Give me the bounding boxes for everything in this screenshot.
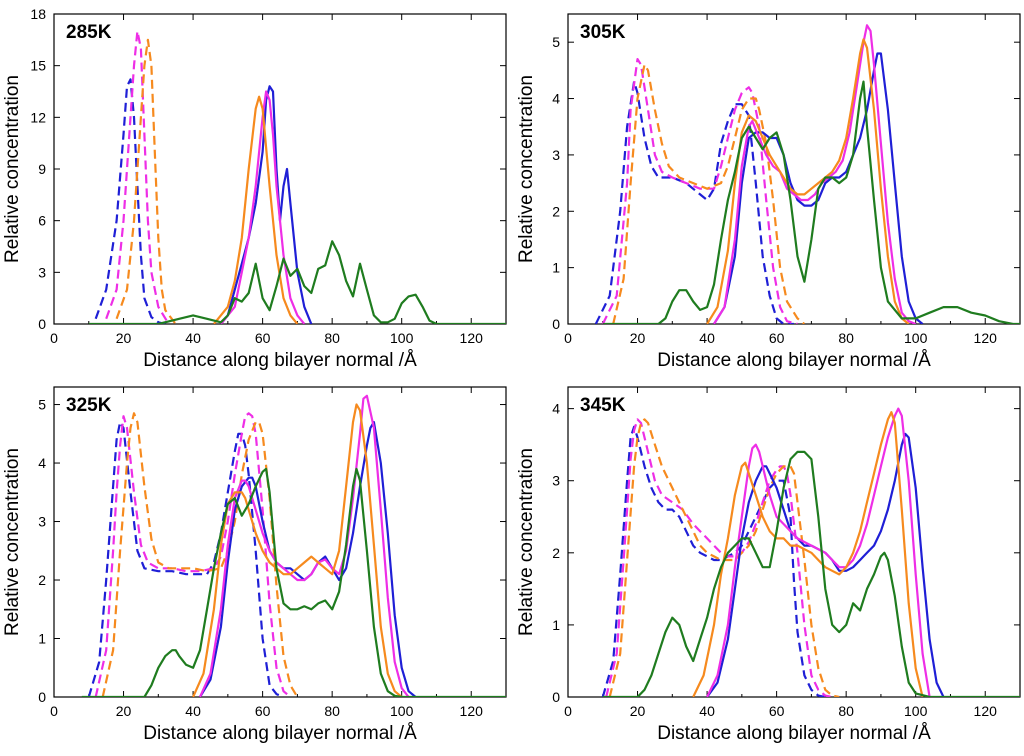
dashed-series-line-0 bbox=[87, 421, 284, 697]
plot-frame bbox=[567, 386, 1021, 698]
plot-frame bbox=[53, 386, 507, 698]
dashed-series-line-1 bbox=[105, 30, 170, 324]
y-axis-title: Relative concentration bbox=[516, 75, 537, 263]
y-tick-label: 4 bbox=[552, 91, 560, 107]
x-tick-label: 100 bbox=[904, 703, 928, 719]
y-axis-title: Relative concentration bbox=[2, 75, 23, 263]
panel-305k: 0 20 40 60 80 100 120 0 1 2 3 4 5 305K Distance along … bbox=[516, 13, 1021, 371]
y-tick-label: 2 bbox=[552, 545, 560, 561]
x-tick-label: 80 bbox=[324, 330, 340, 346]
panel-325k: 0 20 40 60 80 100 120 0 1 2 3 4 5 325K Distance along … bbox=[2, 386, 507, 744]
y-tick-label: 2 bbox=[552, 203, 560, 219]
temperature-label: 285K bbox=[66, 22, 112, 43]
x-tick-label: 60 bbox=[769, 703, 785, 719]
solid-series-line-4 bbox=[706, 407, 931, 697]
x-tick-label: 80 bbox=[838, 703, 854, 719]
x-tick-label: 40 bbox=[699, 703, 715, 719]
solid-series-line-6 bbox=[88, 240, 506, 324]
y-tick-label: 5 bbox=[38, 397, 46, 413]
dashed-series-line-1 bbox=[94, 412, 292, 697]
x-axis-title: Distance along bilayer normal /Å bbox=[657, 723, 931, 744]
y-tick-label: 0 bbox=[38, 689, 46, 705]
dashed-series-line-1 bbox=[605, 418, 833, 697]
x-tick-label: 20 bbox=[630, 330, 646, 346]
solid-series-line-5 bbox=[692, 411, 924, 697]
x-axis-title: Distance along bilayer normal /Å bbox=[657, 350, 931, 371]
y-tick-label: 0 bbox=[552, 316, 560, 332]
temperature-label: 345K bbox=[580, 395, 626, 416]
solid-series-line-4 bbox=[713, 24, 917, 324]
solid-series-line-5 bbox=[706, 38, 910, 324]
x-tick-label: 0 bbox=[50, 703, 58, 719]
x-tick-label: 100 bbox=[390, 330, 414, 346]
solid-series-line-6 bbox=[81, 467, 506, 697]
y-tick-label: 6 bbox=[38, 213, 46, 229]
temperature-label: 325K bbox=[66, 395, 112, 416]
x-axis-title: Distance along bilayer normal /Å bbox=[143, 723, 417, 744]
x-tick-label: 120 bbox=[974, 703, 998, 719]
x-axis-title: Distance along bilayer normal /Å bbox=[143, 350, 417, 371]
y-axis-title: Relative concentration bbox=[2, 448, 23, 636]
y-tick-label: 3 bbox=[38, 514, 46, 530]
y-tick-label: 1 bbox=[38, 631, 46, 647]
solid-series-line-4 bbox=[220, 90, 306, 324]
x-tick-label: 20 bbox=[630, 703, 646, 719]
y-tick-label: 1 bbox=[552, 617, 560, 633]
dashed-series-line-2 bbox=[612, 63, 806, 324]
y-axis-title: Relative concentration bbox=[516, 448, 537, 636]
y-tick-label: 5 bbox=[552, 34, 560, 50]
y-tick-label: 2 bbox=[38, 572, 46, 588]
solid-series-line-6 bbox=[602, 450, 1020, 697]
x-tick-label: 80 bbox=[838, 330, 854, 346]
x-tick-label: 100 bbox=[904, 330, 928, 346]
plot-frame bbox=[567, 13, 1021, 325]
solid-series-line-5 bbox=[213, 95, 299, 324]
x-tick-label: 0 bbox=[564, 330, 572, 346]
y-tick-label: 4 bbox=[38, 455, 46, 471]
dashed-series-line-0 bbox=[594, 80, 794, 324]
dashed-series-line-2 bbox=[101, 412, 299, 697]
x-tick-label: 100 bbox=[390, 703, 414, 719]
x-tick-label: 120 bbox=[974, 330, 998, 346]
temperature-label: 305K bbox=[580, 22, 626, 43]
y-tick-label: 1 bbox=[552, 260, 560, 276]
solid-series-line-5 bbox=[192, 403, 403, 697]
dashed-series-line-1 bbox=[601, 57, 798, 324]
x-tick-label: 0 bbox=[50, 330, 58, 346]
dashed-series-line-0 bbox=[601, 425, 826, 697]
dashed-series-line-2 bbox=[115, 38, 177, 324]
y-tick-label: 12 bbox=[30, 109, 46, 125]
y-tick-label: 0 bbox=[552, 689, 560, 705]
x-tick-label: 120 bbox=[460, 330, 484, 346]
solid-series-line-3 bbox=[220, 85, 313, 324]
y-tick-label: 15 bbox=[30, 58, 46, 74]
x-tick-label: 80 bbox=[324, 703, 340, 719]
x-tick-label: 40 bbox=[699, 330, 715, 346]
y-tick-label: 9 bbox=[38, 161, 46, 177]
panel-345k: 0 20 40 60 80 100 120 0 1 2 3 4 345K Distance along b… bbox=[516, 386, 1021, 744]
dashed-series-line-0 bbox=[94, 78, 166, 324]
panel-285k: 0 20 40 60 80 100 120 0 3 6 9 12 15 18 285K Distance al… bbox=[2, 6, 507, 371]
dashed-series-line-2 bbox=[608, 418, 840, 697]
x-tick-label: 60 bbox=[255, 703, 271, 719]
y-tick-label: 4 bbox=[552, 401, 560, 417]
y-tick-label: 3 bbox=[552, 473, 560, 489]
x-tick-label: 60 bbox=[255, 330, 271, 346]
x-tick-label: 0 bbox=[564, 703, 572, 719]
x-tick-label: 120 bbox=[460, 703, 484, 719]
x-tick-label: 40 bbox=[185, 703, 201, 719]
x-tick-label: 60 bbox=[769, 330, 785, 346]
x-tick-label: 20 bbox=[116, 703, 132, 719]
y-tick-label: 3 bbox=[552, 147, 560, 163]
solid-series-line-4 bbox=[198, 394, 410, 697]
y-tick-label: 0 bbox=[38, 316, 46, 332]
x-tick-label: 40 bbox=[185, 330, 201, 346]
solid-series-line-6 bbox=[602, 80, 1020, 324]
x-tick-label: 20 bbox=[116, 330, 132, 346]
y-tick-label: 3 bbox=[38, 264, 46, 280]
y-tick-label: 18 bbox=[30, 6, 46, 22]
